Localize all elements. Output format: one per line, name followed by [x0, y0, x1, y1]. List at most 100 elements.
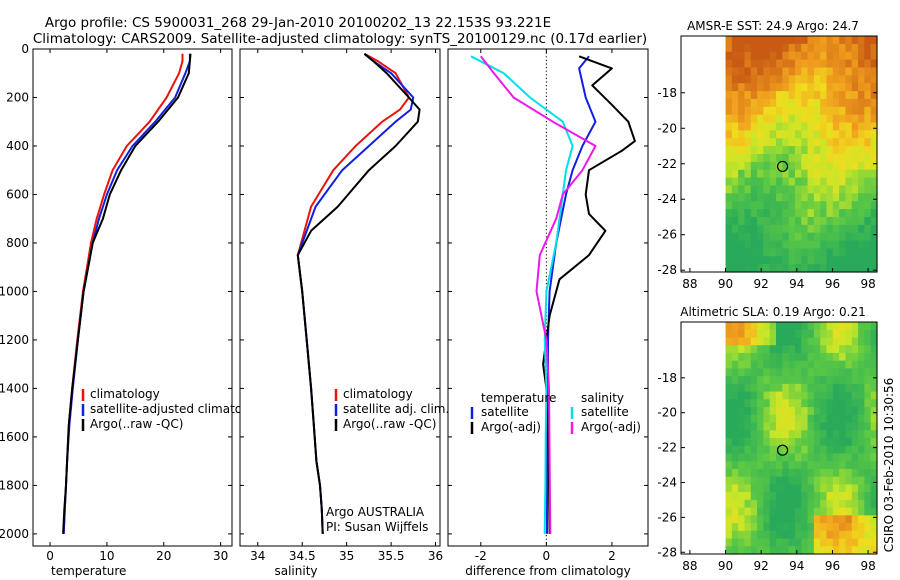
heatmap-cell [769, 75, 777, 84]
heatmap-cell [813, 232, 821, 242]
heatmap-cell [870, 492, 878, 501]
heatmap-cell [788, 515, 796, 524]
heatmap-cell [839, 430, 847, 439]
heatmap-cell [864, 248, 872, 257]
heatmap-cell [776, 484, 783, 493]
heatmap-cell [801, 414, 809, 424]
heatmap-cell [776, 106, 783, 116]
heatmap-cell [776, 130, 783, 139]
heatmap-cell [757, 216, 765, 226]
heatmap-cell [776, 169, 783, 179]
heatmap-cell [858, 248, 865, 257]
heatmap-cell [839, 130, 847, 139]
heatmap-cell [769, 36, 777, 45]
heatmap-cell [776, 468, 783, 478]
heatmap-cell [794, 36, 802, 45]
heatmap-cell [744, 240, 752, 249]
heatmap-cell [731, 453, 739, 462]
heatmap-cell [750, 337, 758, 346]
heatmap-cell [858, 185, 865, 194]
heatmap-cell [851, 445, 859, 455]
heatmap-cell [738, 154, 746, 163]
heatmap-cell [864, 399, 872, 408]
heatmap-cell [725, 476, 733, 485]
heatmap-cell [738, 232, 746, 242]
heatmap-cell [845, 122, 853, 131]
heatmap-cell [826, 59, 834, 69]
heatmap-cell [725, 201, 733, 210]
heatmap-cell [776, 430, 783, 439]
heatmap-cell [750, 476, 758, 485]
heatmap-cell [851, 114, 859, 124]
heatmap-cell [731, 138, 739, 147]
heatmap-cell [788, 530, 796, 540]
plot-frame [32, 48, 233, 547]
heatmap-cell [826, 461, 834, 470]
heatmap-cell [813, 106, 821, 116]
legend-label: Argo(-adj) [581, 420, 641, 434]
heatmap-cell [788, 507, 796, 516]
heatmap-cell [839, 360, 847, 369]
heatmap-cell [769, 161, 777, 171]
heatmap-cell [763, 232, 771, 242]
heatmap-cell [801, 345, 809, 354]
heatmap-cell [731, 161, 739, 171]
heatmap-cell [826, 445, 834, 455]
heatmap-cell [839, 399, 847, 408]
heatmap-cell [776, 515, 783, 524]
heatmap-cell [851, 98, 859, 108]
heatmap-cell [845, 546, 853, 555]
heatmap-cell [782, 91, 790, 100]
heatmap-cell [864, 453, 872, 462]
heatmap-cell [851, 499, 859, 509]
heatmap-cell [776, 146, 783, 155]
heatmap-cell [832, 322, 840, 331]
heatmap-cell [782, 383, 790, 393]
heatmap-cell [738, 360, 746, 369]
heatmap-cell [731, 322, 739, 331]
heatmap-cell [731, 75, 739, 84]
heatmap-cell [851, 36, 859, 45]
heatmap-cell [776, 114, 783, 124]
heatmap-cell [813, 264, 821, 273]
heatmap-cell [757, 138, 765, 147]
heatmap-cell [826, 232, 834, 242]
heatmap-cell [769, 360, 777, 369]
heatmap-cell [826, 499, 834, 509]
heatmap-cell [763, 91, 771, 100]
heatmap-cell [763, 345, 771, 354]
heatmap-cell [870, 399, 878, 408]
heatmap-cell [864, 51, 872, 61]
heatmap-cell [801, 169, 809, 179]
heatmap-cell [813, 36, 821, 45]
heatmap-cell [776, 67, 783, 76]
heatmap-cell [769, 461, 777, 470]
y-tick-label: 0 [21, 42, 29, 56]
heatmap-cell [851, 67, 859, 76]
heatmap-cell [826, 484, 834, 493]
legend-label: Argo(..raw -QC) [90, 417, 183, 431]
heatmap-cell [807, 161, 815, 171]
heatmap-cell [725, 122, 733, 131]
heatmap-cell [788, 476, 796, 485]
heatmap-cell [807, 476, 815, 485]
heatmap-cell [832, 546, 840, 555]
heatmap-cell [763, 59, 771, 69]
x-tick-label: 20 [156, 549, 171, 563]
heatmap-cell [725, 130, 733, 139]
heatmap-cell [826, 248, 834, 257]
heatmap-cell [731, 256, 739, 265]
heatmap-cell [807, 51, 815, 61]
heatmap-cell [782, 169, 790, 179]
heatmap-cell [782, 43, 790, 53]
heatmap-cell [788, 256, 796, 265]
heatmap-cell [738, 264, 746, 273]
heatmap-cell [839, 232, 847, 242]
x-tick-label: 96 [825, 277, 840, 291]
heatmap-cell [782, 414, 790, 424]
heatmap-cell [813, 360, 821, 369]
heatmap-cell [757, 329, 765, 339]
heatmap-cell [782, 515, 790, 524]
heatmap-cell [744, 352, 752, 362]
heatmap-cell [744, 177, 752, 187]
